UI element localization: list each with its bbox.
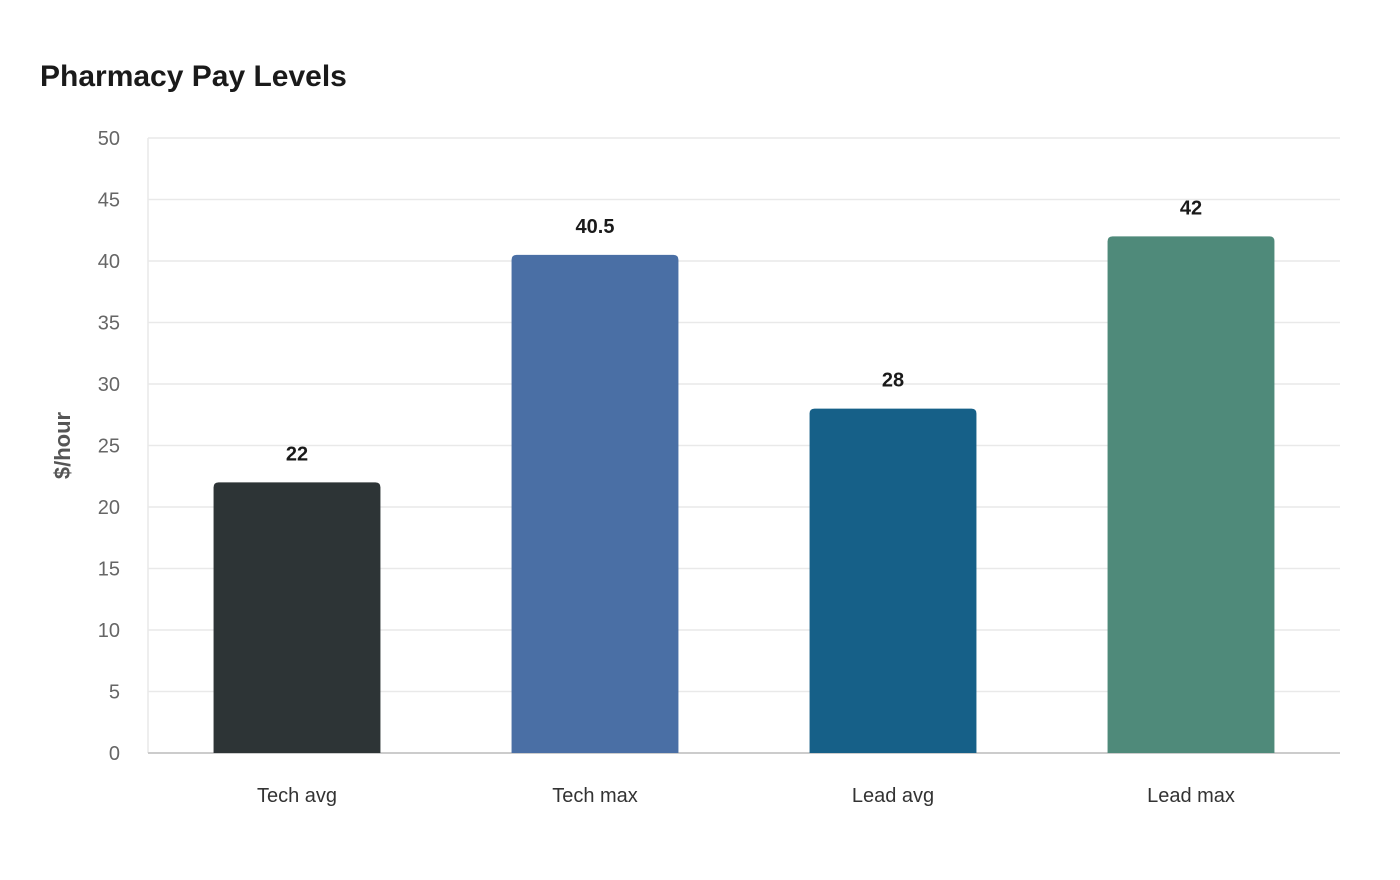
y-axis-title: $/hour bbox=[50, 411, 75, 479]
y-tick-label: 20 bbox=[98, 497, 120, 519]
y-tick-label: 45 bbox=[98, 190, 120, 212]
x-tick-label: Lead max bbox=[1147, 785, 1235, 807]
bar-lead-max bbox=[1107, 236, 1275, 753]
data-label: 28 bbox=[882, 370, 904, 392]
data-label: 42 bbox=[1180, 197, 1202, 219]
y-tick-label: 30 bbox=[98, 374, 120, 396]
y-tick-label: 10 bbox=[98, 620, 120, 642]
chart-title: Pharmacy Pay Levels bbox=[40, 60, 347, 93]
y-tick-label: 25 bbox=[98, 436, 120, 458]
data-label: 40.5 bbox=[576, 216, 615, 238]
y-tick-label: 35 bbox=[98, 313, 120, 335]
y-tick-label: 0 bbox=[109, 743, 120, 765]
labels: 0 5 10 15 20 25 30 35 40 45 50 22 Tech avg 40.5 Tech m… bbox=[98, 128, 1235, 807]
y-tick-label: 15 bbox=[98, 559, 120, 581]
x-tick-label: Tech avg bbox=[257, 785, 337, 807]
data-label: 22 bbox=[286, 443, 308, 465]
y-tick-label: 40 bbox=[98, 251, 120, 273]
bar-lead-avg bbox=[809, 408, 977, 753]
y-tick-label: 50 bbox=[98, 128, 120, 150]
x-tick-label: Tech max bbox=[552, 785, 638, 807]
x-tick-label: Lead avg bbox=[852, 785, 934, 807]
y-tick-label: 5 bbox=[109, 682, 120, 704]
bar-tech-max bbox=[511, 254, 679, 753]
bar-tech-avg bbox=[213, 482, 381, 753]
bars bbox=[213, 236, 1275, 753]
